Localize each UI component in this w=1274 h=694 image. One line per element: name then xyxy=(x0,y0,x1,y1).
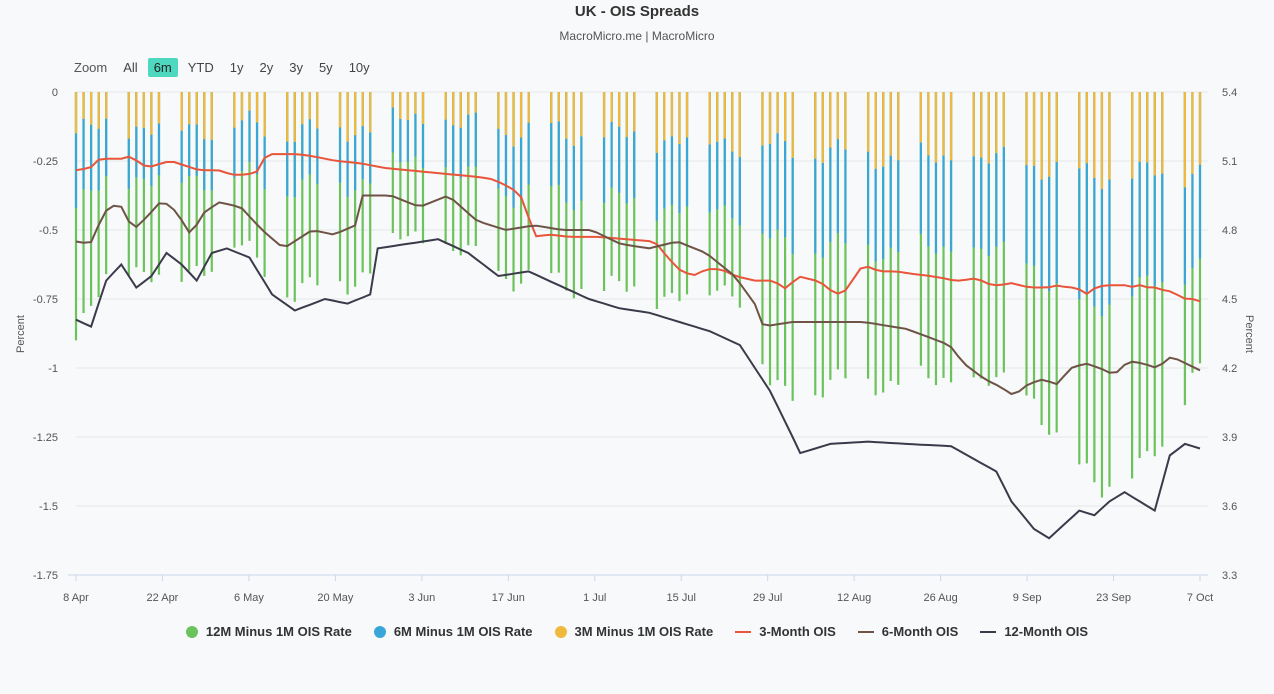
y-right-axis-title: Percent xyxy=(1243,315,1255,353)
legend-label-12m-minus-1m: 12M Minus 1M OIS Rate xyxy=(205,624,352,639)
legend-marker-12m-minus-1m xyxy=(185,625,198,638)
x-tick-label: 8 Apr xyxy=(63,592,89,604)
y-right-tick-label: 3.9 xyxy=(1222,432,1237,444)
legend-label-6-month-ois: 6-Month OIS xyxy=(881,624,959,639)
line-6-month-ois xyxy=(75,194,1201,396)
legend-marker-3-month-ois xyxy=(735,630,752,633)
chart-subtitle: MacroMicro.me | MacroMicro xyxy=(559,29,715,43)
x-tick-label: 17 Jun xyxy=(492,592,525,604)
zoom-bar: Zoom All 6m YTD 1y 2y 3y 5y 10y xyxy=(74,58,380,77)
legend-item-6m-minus-1m[interactable]: 6M Minus 1M OIS Rate xyxy=(373,624,533,639)
y-left-tick-label: -1.25 xyxy=(33,432,58,444)
y-left-axis-title: Percent xyxy=(15,315,27,353)
x-tick-label: 7 Oct xyxy=(1187,592,1213,604)
legend-label-3-month-ois: 3-Month OIS xyxy=(759,624,836,639)
x-tick-label: 22 Apr xyxy=(147,592,179,604)
y-left-tick-label: -1 xyxy=(48,363,58,375)
legend-marker-6-month-ois xyxy=(857,630,874,633)
x-tick-label: 12 Aug xyxy=(837,592,871,604)
legend-marker-6m-minus-1m xyxy=(373,625,386,638)
y-left-tick-label: -0.5 xyxy=(39,225,58,237)
legend-item-12m-minus-1m[interactable]: 12M Minus 1M OIS Rate xyxy=(185,624,352,639)
legend-item-3-month-ois[interactable]: 3-Month OIS xyxy=(735,624,836,639)
x-tick-label: 29 Jul xyxy=(753,592,782,604)
legend-label-12-month-ois: 12-Month OIS xyxy=(1004,624,1089,639)
legend-item-6-month-ois[interactable]: 6-Month OIS xyxy=(857,624,959,639)
zoom-label: Zoom xyxy=(74,60,108,75)
y-left-tick-label: -0.25 xyxy=(33,156,58,168)
zoom-10y-button[interactable]: 10y xyxy=(348,60,370,75)
y-right-tick-label: 5.1 xyxy=(1222,156,1237,168)
x-tick-label: 26 Aug xyxy=(923,592,957,604)
x-tick-label: 3 Jun xyxy=(408,592,435,604)
zoom-5y-button[interactable]: 5y xyxy=(318,60,333,75)
legend-label-3m-minus-1m: 3M Minus 1M OIS Rate xyxy=(574,624,714,639)
legend-item-3m-minus-1m[interactable]: 3M Minus 1M OIS Rate xyxy=(554,624,714,639)
y-left-tick-label: -1.75 xyxy=(33,570,58,582)
y-left-tick-label: -1.5 xyxy=(39,501,58,513)
x-tick-label: 6 May xyxy=(234,592,264,604)
zoom-all-button[interactable]: All xyxy=(123,60,138,75)
line-12-month-ois xyxy=(75,238,1201,540)
legend: 12M Minus 1M OIS Rate 6M Minus 1M OIS Ra… xyxy=(0,624,1274,639)
x-tick-label: 15 Jul xyxy=(667,592,696,604)
legend-item-12-month-ois[interactable]: 12-Month OIS xyxy=(980,624,1088,639)
x-tick-label: 23 Sep xyxy=(1096,592,1131,604)
zoom-3y-button[interactable]: 3y xyxy=(289,60,303,75)
zoom-1y-button[interactable]: 1y xyxy=(229,60,244,75)
line-3-month-ois xyxy=(75,153,1201,303)
x-tick-label: 9 Sep xyxy=(1013,592,1042,604)
x-tick-label: 20 May xyxy=(317,592,354,604)
legend-marker-12-month-ois xyxy=(980,630,997,633)
y-left-tick-label: 0 xyxy=(52,87,58,99)
legend-marker-3m-minus-1m xyxy=(554,625,567,638)
zoom-6m-button[interactable]: 6m xyxy=(147,58,178,77)
legend-label-6m-minus-1m: 6M Minus 1M OIS Rate xyxy=(393,624,533,639)
grid-lines xyxy=(76,91,1208,576)
y-right-tick-label: 3.6 xyxy=(1222,501,1237,513)
zoom-ytd-button[interactable]: YTD xyxy=(187,60,214,75)
zoom-2y-button[interactable]: 2y xyxy=(259,60,274,75)
y-right-tick-label: 5.4 xyxy=(1222,87,1237,99)
y-right-tick-label: 4.2 xyxy=(1222,363,1237,375)
axes: 0 -0.25 -0.5 -0.75 -1 -1.25 -1.5 -1.75 5.4 5.1 4.8… xyxy=(15,87,1255,604)
line-series xyxy=(75,153,1201,540)
y-right-tick-label: 3.3 xyxy=(1222,570,1237,582)
chart-title: UK - OIS Spreads xyxy=(574,3,700,20)
x-tick-label: 1 Jul xyxy=(583,592,606,604)
y-right-tick-label: 4.8 xyxy=(1222,225,1237,237)
y-right-tick-label: 4.5 xyxy=(1222,294,1237,306)
y-left-tick-label: -0.75 xyxy=(33,294,58,306)
